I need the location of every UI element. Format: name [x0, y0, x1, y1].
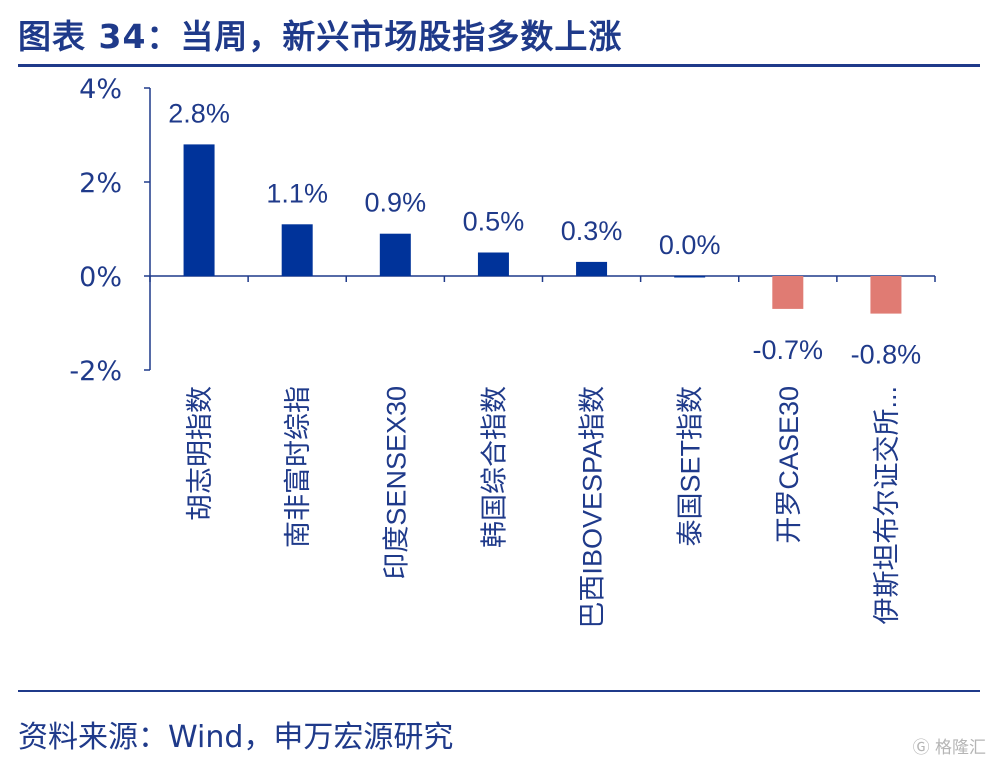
data-label: -0.8%	[851, 340, 922, 370]
data-label: 0.9%	[365, 188, 427, 218]
bar	[576, 261, 608, 276]
data-label: -0.7%	[753, 335, 824, 365]
data-label: 2.8%	[168, 98, 230, 128]
data-label: 0.3%	[561, 216, 623, 246]
category-label: 巴西IBOVESPA指数	[578, 386, 608, 629]
category-label: 南非富时综指	[283, 386, 313, 548]
bar	[772, 276, 804, 309]
bar	[870, 276, 902, 314]
bar	[477, 252, 509, 276]
bar	[281, 224, 313, 276]
chart-axes: -2% 0% 2% 4%	[69, 74, 936, 387]
watermark-logo: Ⓖ 格隆汇	[912, 738, 986, 758]
bar	[674, 276, 706, 278]
category-label: 胡志明指数	[185, 386, 215, 521]
chart-title: 图表 34：当周，新兴市场股指多数上涨	[18, 17, 623, 56]
title-underline	[18, 64, 980, 67]
bar	[379, 233, 411, 276]
category-label: 印度SENSEX30	[381, 386, 411, 580]
data-label: 0.5%	[463, 207, 525, 237]
chart-bars	[183, 144, 902, 314]
category-label: 开罗CASE30	[774, 386, 804, 544]
y-tick-label: 0%	[79, 262, 122, 293]
category-label: 韩国综合指数	[479, 386, 509, 548]
footer-rule	[18, 690, 980, 692]
y-tick-label: -2%	[69, 356, 122, 387]
bar	[183, 144, 215, 276]
data-label: 1.1%	[266, 178, 328, 208]
chart-category-labels: 胡志明指数 南非富时综指 印度SENSEX30 韩国综合指数 巴西IBOVESPA指数 泰…	[185, 386, 902, 629]
y-tick-label: 4%	[79, 74, 122, 105]
category-label: 伊斯坦布尔证交所...	[872, 386, 902, 625]
bar-chart: -2% 0% 2% 4% 2.8% 1.1% 0.9% 0.5% 0.3% 0.0% -0.7% -…	[69, 74, 936, 629]
data-label: 0.0%	[659, 230, 721, 260]
category-label: 泰国SET指数	[676, 386, 706, 547]
chart-data-labels: 2.8% 1.1% 0.9% 0.5% 0.3% 0.0% -0.7% -0.8%	[168, 98, 921, 369]
y-tick-label: 2%	[79, 168, 122, 199]
source-note: 资料来源：Wind，申万宏源研究	[18, 720, 454, 755]
